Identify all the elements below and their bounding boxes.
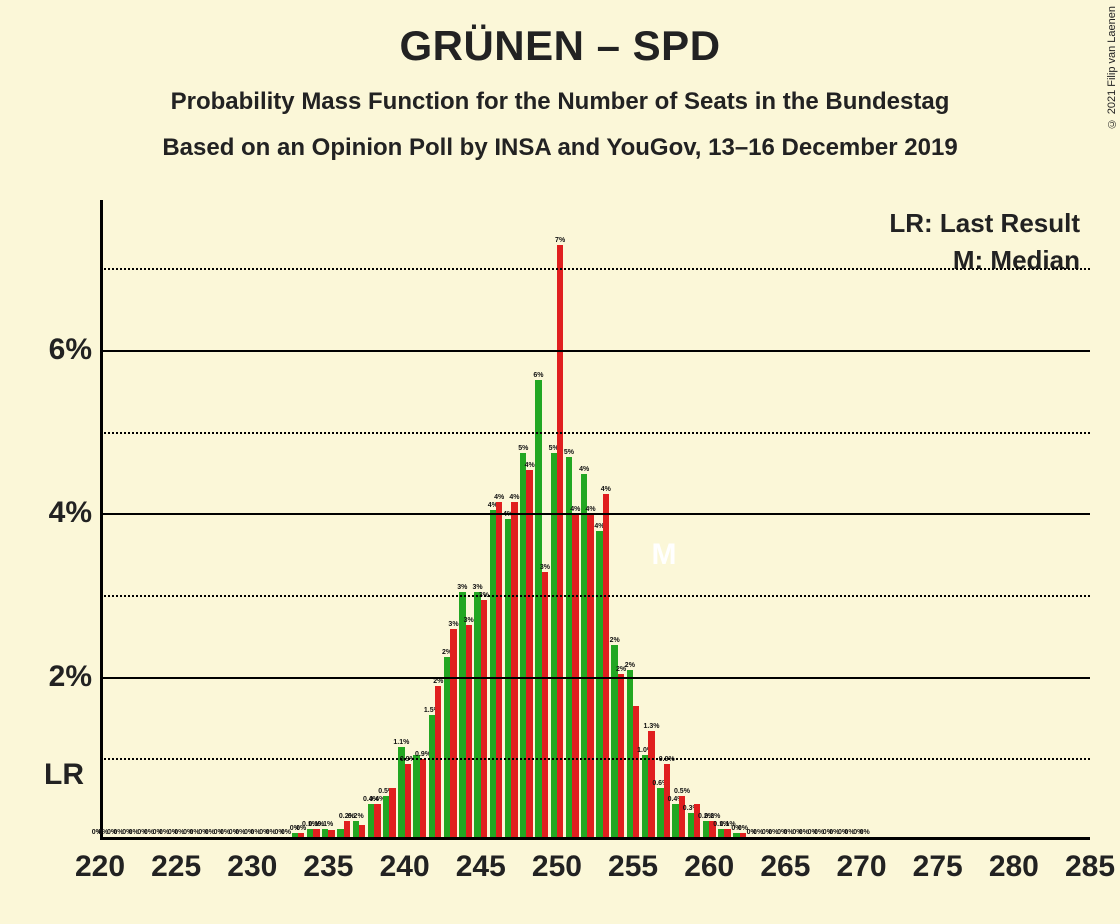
- x-tick-label: 280: [989, 850, 1039, 884]
- bar-label: 0.2%: [348, 813, 364, 820]
- gridline-minor: [100, 758, 1090, 760]
- x-tick-label: 250: [532, 850, 582, 884]
- x-tick-label: 255: [608, 850, 658, 884]
- gridline-major: [100, 513, 1090, 515]
- bar-label: 2%: [433, 678, 443, 685]
- bar-label: 6%: [533, 372, 543, 379]
- bar-red: 3%: [450, 629, 456, 837]
- bar-red: 4%: [511, 502, 517, 837]
- bar-red: [328, 830, 334, 837]
- bar-label: 1.1%: [393, 739, 409, 746]
- bar-red: 0.9%: [420, 759, 426, 837]
- x-ticks: 2202252302352402452502552602652702752802…: [100, 844, 1090, 894]
- bar-label: 4%: [509, 494, 519, 501]
- marker-m: M: [652, 538, 677, 572]
- x-tick-label: 275: [913, 850, 963, 884]
- x-tick-label: 220: [75, 850, 125, 884]
- chart-title: GRÜNEN – SPD: [0, 22, 1120, 70]
- bar-label: 4%: [494, 494, 504, 501]
- bar-red: 4%: [526, 470, 532, 838]
- bar-label: 0.1%: [317, 821, 333, 828]
- bar-red: 0.5%: [679, 796, 685, 837]
- bar-red: 3%: [481, 600, 487, 837]
- chart: LR: Last Result M: Median 0%0%0%0%0%0%0%…: [40, 200, 1100, 900]
- x-tick-label: 230: [227, 850, 277, 884]
- bar-label: 3%: [540, 564, 550, 571]
- chart-subtitle-2: Based on an Opinion Poll by INSA and You…: [0, 134, 1120, 162]
- gridline-minor: [100, 268, 1090, 270]
- gridline-minor: [100, 595, 1090, 597]
- gridline-major: [100, 350, 1090, 352]
- bar-red: 2%: [435, 686, 441, 837]
- x-tick-label: 235: [303, 850, 353, 884]
- chart-subtitle-1: Probability Mass Function for the Number…: [0, 88, 1120, 116]
- bar-label: 4%: [601, 486, 611, 493]
- bar-red: [389, 788, 395, 837]
- bar-red: [359, 825, 365, 837]
- bar-label: 4%: [525, 462, 535, 469]
- bar-label: 0.2%: [704, 813, 720, 820]
- bar-label: 0.5%: [674, 788, 690, 795]
- bar-red: 4%: [603, 494, 609, 837]
- bar-red: [694, 804, 700, 837]
- bar-red: 0.4%: [374, 804, 380, 837]
- bar-red: 3%: [542, 572, 548, 837]
- y-tick-label: 6%: [49, 333, 92, 367]
- bar-red: 0.2%: [344, 821, 350, 837]
- x-tick-label: 265: [760, 850, 810, 884]
- bar-red: 0.9%: [405, 764, 411, 838]
- gridline-minor: [100, 432, 1090, 434]
- bar-label: 3%: [448, 621, 458, 628]
- x-tick-label: 270: [837, 850, 887, 884]
- marker-lr: LR: [44, 758, 84, 792]
- x-tick-label: 245: [456, 850, 506, 884]
- plot-area: LR: Last Result M: Median 0%0%0%0%0%0%0%…: [100, 200, 1090, 840]
- bar-red: 7%: [557, 245, 563, 837]
- x-tick-label: 260: [684, 850, 734, 884]
- bar-label: 2%: [610, 637, 620, 644]
- bar-label: 2%: [625, 662, 635, 669]
- bar-label: 5%: [564, 449, 574, 456]
- y-tick-label: 2%: [49, 660, 92, 694]
- bar-label: 0%: [860, 829, 870, 836]
- bars-container: 0%0%0%0%0%0%0%0%0%0%0%0%0%0%0%0%0%0%0%0%…: [100, 200, 1090, 840]
- copyright-text: © 2021 Filip van Laenen: [1106, 6, 1118, 129]
- x-tick-label: 240: [380, 850, 430, 884]
- x-tick-label: 285: [1065, 850, 1115, 884]
- bar-label: 3%: [457, 584, 467, 591]
- bar-red: 0.1%: [724, 829, 730, 837]
- bar-red: 0.1%: [313, 829, 319, 837]
- bar-red: [633, 706, 639, 837]
- bar-red: 3%: [466, 625, 472, 837]
- bar-red: 4%: [496, 502, 502, 837]
- bar-label: 3%: [464, 617, 474, 624]
- gridline-major: [100, 677, 1090, 679]
- bar-label: 7%: [555, 237, 565, 244]
- y-tick-label: 4%: [49, 496, 92, 530]
- bar-label: 4%: [579, 466, 589, 473]
- bar-red: 0%: [740, 833, 746, 837]
- bar-label: 3%: [472, 584, 482, 591]
- bar-label: 5%: [518, 445, 528, 452]
- titles: GRÜNEN – SPD Probability Mass Function f…: [0, 0, 1120, 162]
- x-tick-label: 225: [151, 850, 201, 884]
- bar-label: 1.3%: [644, 723, 660, 730]
- bar-red: 2%: [618, 674, 624, 837]
- bar-red: 0%: [298, 833, 304, 837]
